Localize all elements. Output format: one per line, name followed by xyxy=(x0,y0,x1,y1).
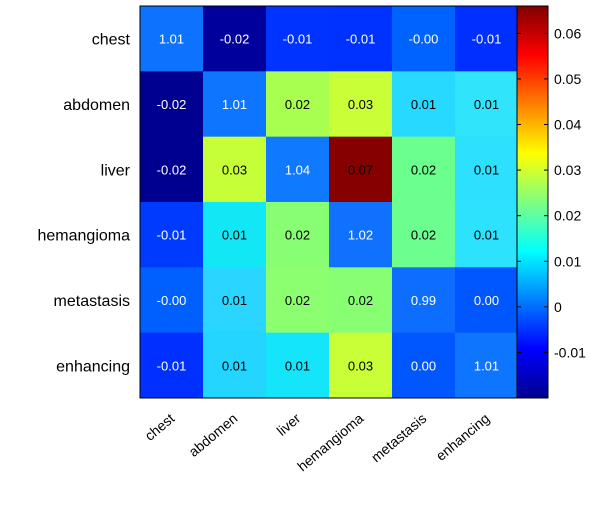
heatmap-cell xyxy=(140,6,204,72)
cell-value-label: 0.02 xyxy=(285,228,310,243)
cell-value-label: 1.01 xyxy=(159,32,184,47)
heatmap-cell xyxy=(203,267,267,334)
column-label: abdomen xyxy=(185,410,240,460)
cell-value-label: 0.00 xyxy=(474,293,499,308)
heatmap-cell xyxy=(140,71,204,138)
heatmap-cell xyxy=(455,201,519,268)
row-label: liver xyxy=(101,162,131,179)
cell-value-label: 0.01 xyxy=(222,358,247,373)
heatmap-cell xyxy=(266,332,330,399)
cell-value-label: -0.01 xyxy=(346,32,376,47)
row-label: hemangioma xyxy=(38,228,131,245)
cell-value-label: 0.01 xyxy=(285,358,310,373)
colorbar-tick-label: 0.05 xyxy=(554,71,581,87)
heatmap-cell xyxy=(266,6,330,72)
heatmap-cell xyxy=(329,267,393,334)
heatmap-cell xyxy=(392,267,456,334)
heatmap-cell xyxy=(266,201,330,268)
cell-value-label: 0.03 xyxy=(348,97,373,112)
column-label: enhancing xyxy=(433,410,493,464)
heatmap-cell xyxy=(329,71,393,138)
cell-value-label: -0.01 xyxy=(157,358,187,373)
heatmap-cell xyxy=(392,6,456,72)
column-label: metastasis xyxy=(368,410,430,465)
heatmap-cell xyxy=(140,267,204,334)
colorbar-tick-label: -0.01 xyxy=(554,344,586,360)
heatmap-cell xyxy=(329,201,393,268)
colorbar-tick-label: 0.03 xyxy=(554,162,581,178)
colorbar-ticks: -0.01 0 0.01 0.02 0.03 0.04 0.05 0.06 xyxy=(517,25,586,360)
cell-value-label: 1.01 xyxy=(474,358,499,373)
row-label: abdomen xyxy=(63,97,130,114)
heatmap-cell xyxy=(329,136,393,203)
heatmap-cell xyxy=(140,136,204,203)
cell-value-label: 0.01 xyxy=(474,162,499,177)
cell-value-label: 0.01 xyxy=(222,228,247,243)
heatmap-cell xyxy=(266,136,330,203)
cell-value-label: -0.02 xyxy=(157,162,187,177)
cell-value-label: 0.03 xyxy=(348,358,373,373)
heatmap-cell xyxy=(329,332,393,399)
colorbar-tick-label: 0.01 xyxy=(554,253,581,269)
cell-value-label: 0.02 xyxy=(348,293,373,308)
column-label: hemangioma xyxy=(294,410,366,474)
heatmap-cell xyxy=(203,71,267,138)
cell-value-label: 0.02 xyxy=(411,228,436,243)
cell-value-label: 0.01 xyxy=(474,228,499,243)
heatmap-cell xyxy=(392,332,456,399)
cell-value-label: 0.02 xyxy=(411,162,436,177)
cell-value-label: 1.04 xyxy=(285,162,310,177)
cell-value-label: 0.01 xyxy=(474,97,499,112)
heatmap-cell xyxy=(203,6,267,72)
heatmap-cell xyxy=(392,71,456,138)
heatmap-cell xyxy=(266,71,330,138)
cell-value-label: 0.00 xyxy=(411,358,436,373)
cell-value-label: 0.02 xyxy=(285,293,310,308)
cell-value-label: 0.99 xyxy=(411,293,436,308)
cell-value-label: 0.01 xyxy=(411,97,436,112)
colorbar-tick-label: 0.02 xyxy=(554,208,581,224)
row-label: enhancing xyxy=(56,358,130,375)
cell-value-label: 1.01 xyxy=(222,97,247,112)
heatmap-cell xyxy=(203,332,267,399)
heatmap-cell xyxy=(455,6,519,72)
column-label: chest xyxy=(142,410,178,444)
cell-value-label: 1.02 xyxy=(348,228,373,243)
cell-value-label: -0.00 xyxy=(157,293,187,308)
colorbar-tick-label: 0 xyxy=(554,299,562,315)
cell-value-label: 0.01 xyxy=(222,293,247,308)
heatmap-cell xyxy=(455,267,519,334)
colorbar-tick-label: 0.06 xyxy=(554,25,581,41)
heatmap-cell xyxy=(392,201,456,268)
heatmap-cell xyxy=(140,201,204,268)
cell-value-label: 0.03 xyxy=(222,162,247,177)
heatmap-cells: 1.01 -0.02 -0.01 -0.01 -0.00 -0.01 -0.02 1.01 0.… xyxy=(140,6,519,399)
heatmap-cell xyxy=(392,136,456,203)
cell-value-label: -0.00 xyxy=(409,32,439,47)
row-labels: chest abdomen liver hemangioma metastasis enh… xyxy=(38,32,131,376)
cell-value-label: -0.01 xyxy=(157,228,187,243)
colorbar-tick-label: 0.04 xyxy=(554,117,581,133)
heatmap-cell xyxy=(266,267,330,334)
heatmap-cell xyxy=(455,71,519,138)
cell-value-label: 0.07 xyxy=(348,162,373,177)
row-label: chest xyxy=(92,32,131,49)
cell-value-label: 0.02 xyxy=(285,97,310,112)
row-label: metastasis xyxy=(54,293,130,310)
cell-value-label: -0.02 xyxy=(157,97,187,112)
cell-value-label: -0.02 xyxy=(220,32,250,47)
heatmap-cell xyxy=(203,136,267,203)
cell-value-label: -0.01 xyxy=(472,32,502,47)
colorbar xyxy=(516,5,549,399)
heatmap-cell xyxy=(203,201,267,268)
heatmap-cell xyxy=(455,136,519,203)
heatmap-cell xyxy=(140,332,204,399)
heatmap-cell xyxy=(329,6,393,72)
column-label: liver xyxy=(273,410,303,439)
cell-value-label: -0.01 xyxy=(283,32,313,47)
heatmap-cell xyxy=(455,332,519,399)
